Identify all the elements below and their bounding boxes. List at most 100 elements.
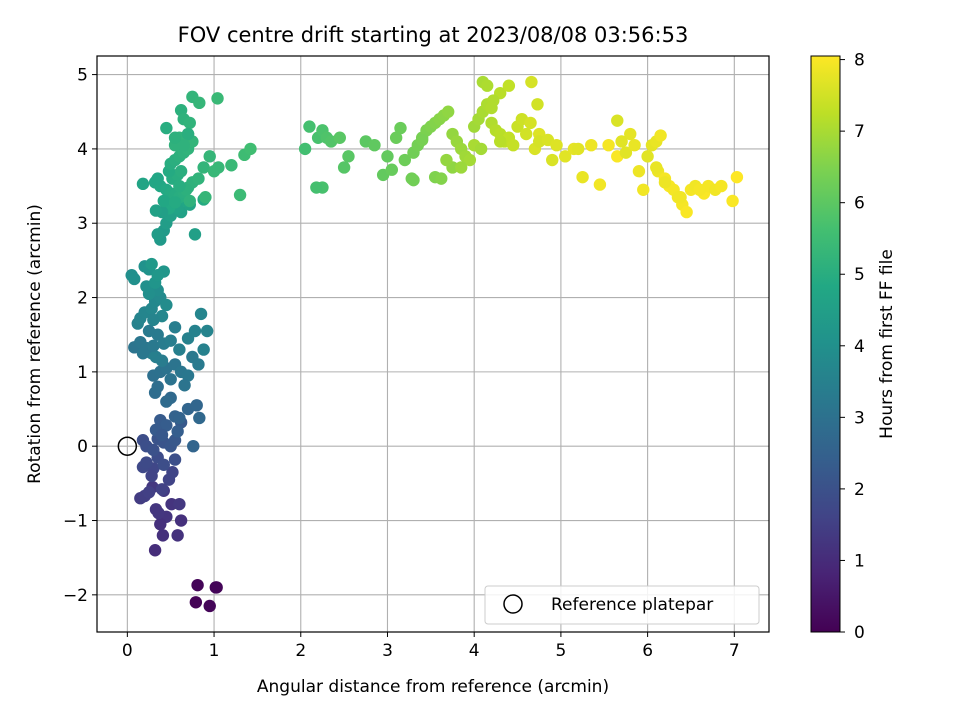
- colorbar-tick-label: 8: [854, 51, 865, 71]
- scatter-point: [173, 497, 186, 511]
- scatter-point: [207, 165, 221, 178]
- scatter-point: [157, 458, 170, 471]
- scatter-point: [615, 135, 628, 148]
- scatter-point: [333, 131, 346, 144]
- scatter-point: [149, 204, 163, 217]
- scatter-point: [173, 179, 186, 193]
- scatter-point: [585, 138, 598, 152]
- scatter-point: [183, 194, 196, 208]
- scatter-point: [524, 116, 537, 130]
- colorbar-label: Hours from first FF file: [877, 249, 897, 439]
- scatter-point: [593, 178, 607, 191]
- scatter-point: [171, 425, 184, 438]
- scatter-point: [654, 129, 667, 142]
- scatter-point: [173, 343, 186, 356]
- legend-box: [484, 585, 760, 625]
- y-tick-label: 5: [77, 66, 88, 86]
- scatter-point: [160, 395, 173, 408]
- scatter-point: [637, 183, 650, 196]
- scatter-point: [368, 138, 381, 152]
- scatter-point: [200, 324, 214, 338]
- scatter-point: [730, 170, 744, 184]
- scatter-point: [155, 483, 169, 496]
- scatter-point: [193, 96, 206, 110]
- colorbar: 0 1 2 3 4 5 6 7 8 Hours from first FF file: [810, 51, 897, 643]
- y-tick-label: 4: [77, 140, 88, 160]
- scatter-point: [203, 599, 216, 613]
- scatter-point: [233, 188, 247, 202]
- scatter-point: [298, 142, 312, 156]
- scatter-point: [624, 127, 637, 141]
- scatter-point: [188, 324, 202, 338]
- scatter-point: [507, 138, 520, 152]
- scatter-point: [210, 581, 223, 594]
- scatter-point: [474, 142, 488, 156]
- scatter-point: [128, 272, 141, 286]
- scatter-point: [394, 121, 407, 135]
- x-tick-label: 4: [469, 641, 480, 661]
- scatter-point: [463, 153, 477, 167]
- colorbar-tick-label: 4: [854, 337, 865, 357]
- scatter-point: [454, 161, 468, 174]
- colorbar-tick-label: 2: [854, 480, 865, 500]
- scatter-point: [168, 321, 182, 334]
- y-tick-label: 3: [77, 214, 88, 234]
- x-tick-label: 6: [642, 641, 653, 661]
- scatter-point: [531, 98, 544, 111]
- x-tick-label: 3: [382, 641, 393, 661]
- scatter-point: [244, 142, 257, 156]
- y-axis-label: Rotation from reference (arcmin): [25, 204, 45, 484]
- legend-marker-icon: [503, 594, 523, 614]
- x-tick-label: 1: [209, 641, 220, 661]
- colorbar-tick-label: 3: [854, 408, 865, 428]
- x-tick-label: 5: [555, 641, 566, 661]
- scatter-point: [174, 514, 188, 527]
- scatter-point: [193, 411, 206, 425]
- scatter-point: [151, 269, 164, 282]
- x-tick-label: 7: [729, 641, 740, 661]
- scatter-point: [151, 380, 164, 393]
- y-tick-label: 2: [77, 289, 88, 309]
- scatter-point: [155, 428, 169, 442]
- x-axis-label: Angular distance from reference (arcmin): [257, 677, 609, 697]
- scatter-point: [197, 343, 210, 356]
- scatter-point: [189, 596, 203, 609]
- x-tick-label: 2: [295, 641, 306, 661]
- chart-title: FOV centre drift starting at 2023/08/08 …: [178, 23, 689, 47]
- colorbar-tick-label: 6: [854, 194, 865, 214]
- scatter-point: [559, 150, 572, 163]
- y-tick-label: −1: [63, 512, 88, 532]
- scatter-point: [415, 133, 429, 147]
- scatter-point: [342, 150, 355, 163]
- scatter-point: [611, 114, 624, 127]
- scatter-point: [194, 307, 208, 321]
- scatter-point: [147, 443, 160, 457]
- scatter-point: [177, 138, 190, 152]
- scatter-point: [572, 142, 585, 156]
- scatter-point: [164, 334, 177, 347]
- scatter-point: [494, 135, 507, 148]
- scatter-point: [398, 153, 412, 167]
- scatter-point: [181, 127, 195, 141]
- scatter-point: [602, 138, 615, 152]
- colorbar-gradient: [810, 55, 841, 633]
- plot-frame: [96, 55, 770, 633]
- scatter-point: [190, 399, 203, 412]
- scatter-point: [576, 170, 589, 184]
- scatter-point: [628, 138, 641, 152]
- scatter-point: [225, 159, 238, 172]
- scatter-point: [658, 176, 672, 189]
- scatter-point: [151, 228, 164, 241]
- scatter-point: [136, 347, 150, 360]
- scatter-point: [166, 466, 179, 479]
- scatter-point: [183, 116, 196, 130]
- scatter-point: [480, 79, 494, 92]
- scatter-point: [520, 127, 533, 141]
- scatter-point: [550, 138, 563, 152]
- scatter-point: [156, 529, 170, 542]
- scatter-point: [178, 379, 191, 392]
- scatter-point: [145, 469, 158, 483]
- scatter-point: [168, 453, 182, 466]
- scatter-point: [173, 411, 186, 425]
- scatter-point: [151, 172, 164, 185]
